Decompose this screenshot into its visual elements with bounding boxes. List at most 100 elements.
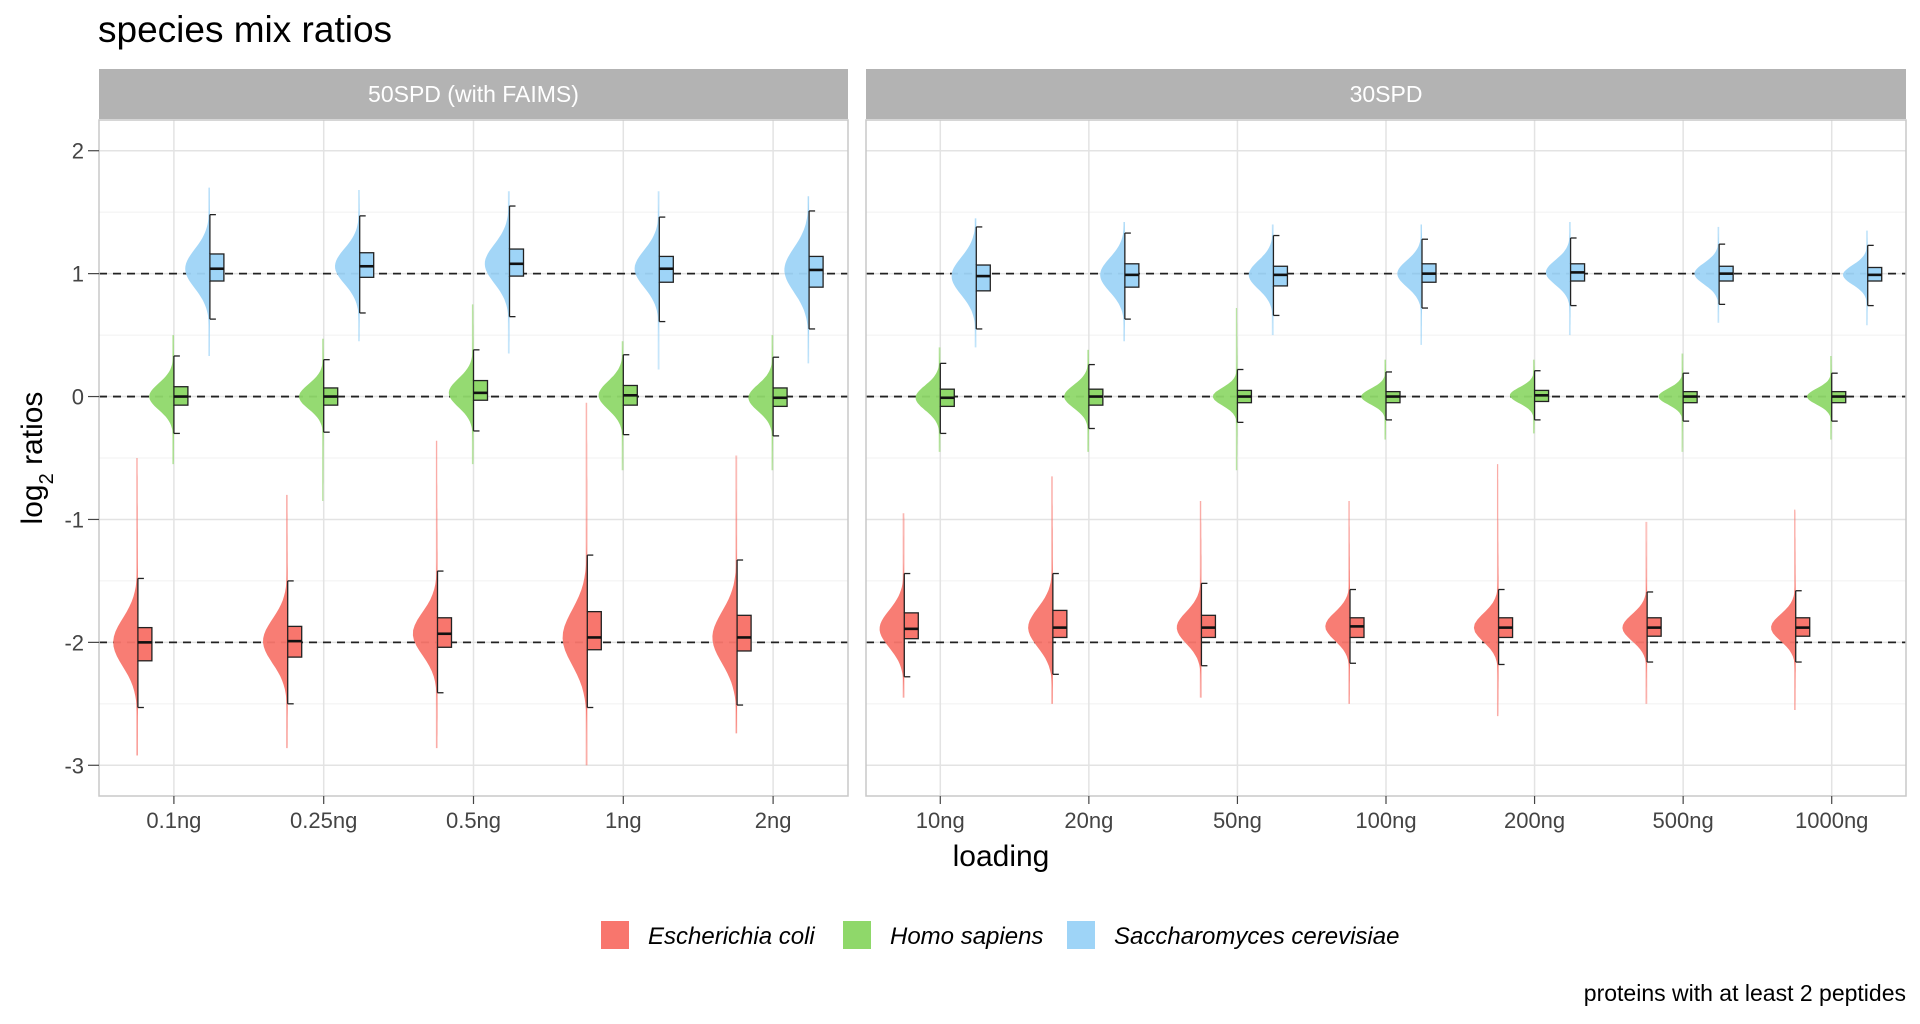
raincloud-group xyxy=(784,196,824,364)
caption: proteins with at least 2 peptides xyxy=(1584,980,1906,1006)
box xyxy=(472,379,489,401)
raincloud-group xyxy=(1658,353,1698,452)
facet-strip-label: 30SPD xyxy=(1350,81,1423,107)
raincloud-group xyxy=(1771,509,1811,710)
half-violin xyxy=(712,455,738,734)
y-tick-label: 1 xyxy=(72,262,84,287)
half-violin xyxy=(1064,349,1089,452)
raincloud-group xyxy=(1807,355,1847,440)
raincloud-group xyxy=(1212,308,1253,471)
x-tick-label: 20ng xyxy=(1064,808,1113,833)
y-tick-label: 2 xyxy=(72,139,84,164)
half-violin xyxy=(149,335,174,465)
legend-label: Saccharomyces cerevisiae xyxy=(1114,923,1399,950)
legend-item: Escherichia coli xyxy=(601,921,815,950)
raincloud-group xyxy=(1545,222,1586,336)
legend-item: Saccharomyces cerevisiae xyxy=(1067,921,1399,950)
facet-strip xyxy=(866,69,1906,119)
half-violin xyxy=(1397,224,1422,345)
facet-panels: 50SPD (with FAIMS) 0.1ng 0.25ng 0.5ng 1ng 2ng… xyxy=(98,69,1907,833)
x-tick-label: 200ng xyxy=(1504,808,1565,833)
half-violin xyxy=(1509,359,1535,434)
x-tick-label: 10ng xyxy=(916,808,965,833)
raincloud-group xyxy=(1176,501,1217,698)
raincloud-group xyxy=(263,494,303,749)
x-tick-label: 50ng xyxy=(1213,808,1262,833)
x-tick-label: 500ng xyxy=(1653,808,1714,833)
raincloud-group xyxy=(1509,359,1550,434)
raincloud-group xyxy=(412,440,453,749)
box xyxy=(736,614,752,652)
y-axis-title-subscript: 2 xyxy=(36,473,58,484)
raincloud-group xyxy=(1100,222,1140,342)
raincloud-group xyxy=(1843,230,1883,326)
y-tick-label: -1 xyxy=(64,507,84,532)
legend-item: Homo sapiens xyxy=(843,921,1043,950)
half-violin xyxy=(1807,355,1832,440)
half-violin xyxy=(1622,521,1648,704)
raincloud-group xyxy=(185,187,225,356)
raincloud-group xyxy=(1473,464,1514,717)
raincloud-group xyxy=(448,304,489,465)
half-violin xyxy=(784,196,810,364)
box xyxy=(1052,609,1068,639)
half-violin xyxy=(299,338,324,502)
half-violin xyxy=(1473,464,1499,717)
y-tick-label: -2 xyxy=(64,630,84,655)
legend: Escherichia coli Homo sapiens Saccharomyce… xyxy=(601,921,1399,950)
raincloud-group xyxy=(748,335,788,471)
half-violin xyxy=(1325,501,1350,704)
half-violin xyxy=(113,458,138,756)
raincloud-group xyxy=(634,191,674,370)
raincloud-group xyxy=(712,455,752,734)
x-tick-label: 0.25ng xyxy=(290,808,357,833)
box xyxy=(137,626,153,662)
half-violin xyxy=(748,335,774,471)
raincloud-group xyxy=(299,338,339,502)
facet-strip xyxy=(99,69,848,119)
y-axis: -3 -2 -1 0 1 2 xyxy=(64,139,99,778)
half-violin xyxy=(1545,222,1571,336)
raincloud-group xyxy=(335,190,375,342)
half-violin xyxy=(263,494,288,749)
chart-title: species mix ratios xyxy=(98,9,392,50)
half-violin xyxy=(484,191,510,354)
raincloud-group xyxy=(113,458,153,756)
facet-panel: 30SPD 10ng 20ng 50ng 100ng 200ng 500ng 1000ng xyxy=(865,69,1907,833)
half-violin xyxy=(1658,353,1684,452)
box xyxy=(903,612,919,640)
raincloud-group xyxy=(484,191,525,354)
half-violin xyxy=(1694,226,1720,323)
y-axis-title-main: log xyxy=(16,484,49,524)
legend-swatch xyxy=(1067,921,1095,949)
half-violin xyxy=(562,402,588,766)
half-violin xyxy=(1100,222,1125,342)
y-axis-title: log2 ratios xyxy=(16,392,58,525)
raincloud-group xyxy=(1361,359,1401,440)
half-violin xyxy=(1843,230,1868,326)
x-tick-label: 100ng xyxy=(1355,808,1416,833)
half-violin xyxy=(1176,501,1202,698)
legend-label: Homo sapiens xyxy=(890,923,1043,950)
y-tick-label: -3 xyxy=(64,753,84,778)
raincloud-group xyxy=(149,335,189,465)
half-violin xyxy=(598,341,624,471)
half-violin xyxy=(1771,509,1796,710)
legend-label: Escherichia coli xyxy=(648,923,815,950)
box xyxy=(808,255,824,288)
raincloud-group xyxy=(1325,501,1365,704)
half-violin xyxy=(412,440,438,749)
half-violin xyxy=(1248,224,1274,336)
raincloud-group xyxy=(1622,521,1662,704)
y-axis-title-rest: ratios xyxy=(16,392,49,474)
half-violin xyxy=(448,304,474,465)
half-violin xyxy=(185,187,210,356)
legend-swatch xyxy=(843,921,871,949)
y-tick-label: 0 xyxy=(72,385,84,410)
facet-panel: 50SPD (with FAIMS) 0.1ng 0.25ng 0.5ng 1ng 2ng xyxy=(98,69,849,833)
x-tick-label: 1000ng xyxy=(1795,808,1868,833)
facet-strip-label: 50SPD (with FAIMS) xyxy=(368,81,579,107)
half-violin xyxy=(951,218,977,348)
half-violin xyxy=(1212,308,1238,471)
